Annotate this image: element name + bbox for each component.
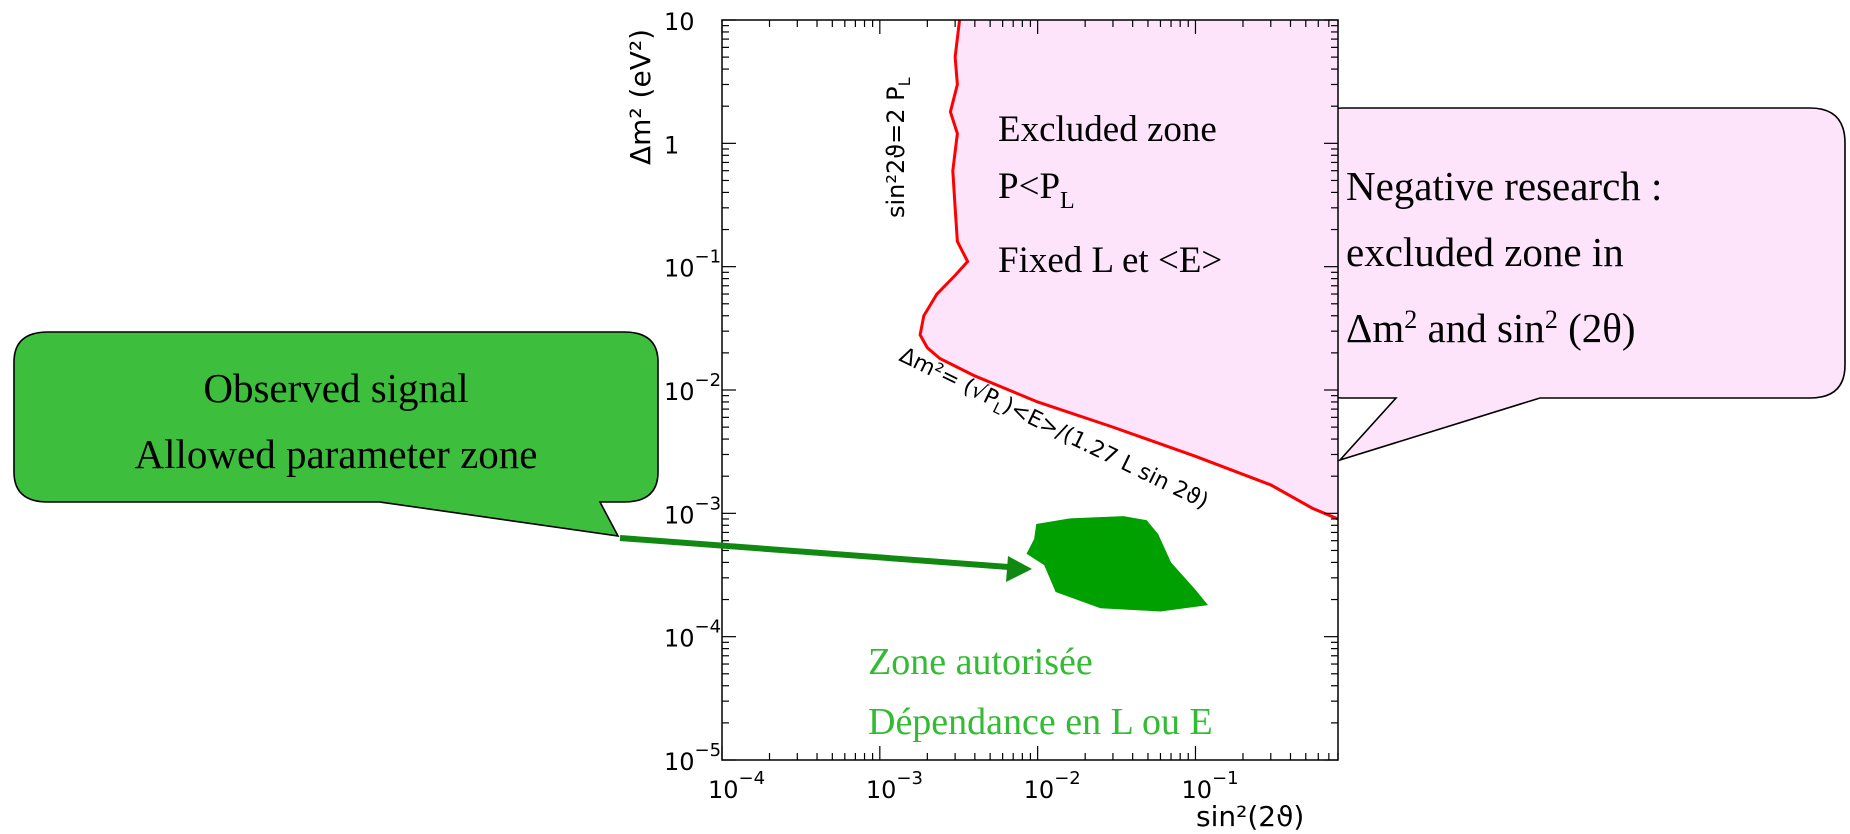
observed-signal-line1: Observed signal [203,365,468,411]
pointer-arrow [619,535,1023,571]
x-tick-label: 10−3 [866,768,923,804]
y-tick-label: 10 [664,8,695,36]
x-tick-label: 10−4 [708,768,765,804]
negative-research-text: Negative research : excluded zone in Δm2… [1346,163,1662,351]
superscript-2: 2 [1404,305,1417,334]
x-tick-label: 10−1 [1181,768,1238,804]
allowed-zone-dependence: Dépendance en L ou E [868,701,1213,743]
negative-research-callout [1307,107,1846,462]
excluded-zone-title: Excluded zone [998,109,1217,150]
y-tick-label: 10−1 [664,247,721,283]
x-axis-label: sin²(2ϑ) [1196,800,1304,833]
negative-research-line1: Negative research : [1346,163,1662,209]
y-tick-label: 10−2 [664,370,721,406]
vertical-limit-label: sin²2ϑ=2 PL [882,77,914,218]
allowed-zone-title: Zone autorisée [868,641,1093,683]
excluded-zone-fill [920,20,1338,519]
excluded-zone-condition: P<PL [998,166,1075,214]
and-sin-text: and sin [1417,305,1545,351]
superscript-2b: 2 [1545,305,1558,334]
excluded-zone-boundary [918,19,1339,521]
pointer-arrowhead [1006,556,1032,582]
delta-m-text: Δm [1346,305,1404,351]
negative-research-line3: Δm2 and sin2 (2θ) [1346,305,1636,352]
x-tick-label: 10−2 [1024,768,1081,804]
observed-signal-callout [13,331,659,538]
excluded-zone-fixed: Fixed L et <E> [998,240,1222,281]
y-tick-label: 1 [664,131,679,159]
observed-signal-line2: Allowed parameter zone [135,431,538,477]
y-axis-label: Δm² (eV²) [624,29,657,165]
y-tick-label: 10−4 [664,617,721,653]
allowed-zone-blob [1026,516,1208,612]
exclusion-plot: 10−4 10−3 10−2 10−110110−110−210−310−410−5s… [624,8,1339,833]
two-theta-text: (2θ) [1558,305,1636,351]
negative-research-line2: excluded zone in [1346,229,1624,275]
y-tick-label: 10−5 [664,740,721,776]
y-tick-label: 10−3 [664,493,721,529]
